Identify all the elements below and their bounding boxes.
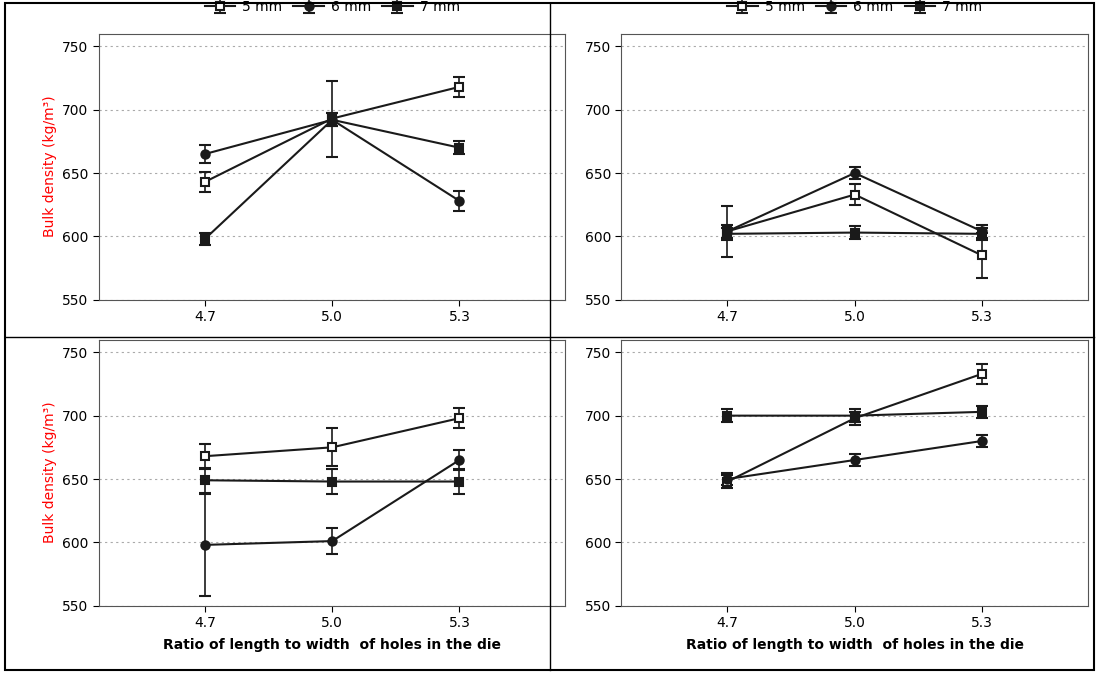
X-axis label: Ratio of length to width  of holes in the die: Ratio of length to width of holes in the…: [686, 639, 1024, 652]
X-axis label: Ratio of length to width  of holes in the die: Ratio of length to width of holes in the…: [163, 639, 501, 652]
Y-axis label: Bulk density (kg/m³): Bulk density (kg/m³): [43, 402, 56, 544]
Legend: 5 mm, 6 mm, 7 mm: 5 mm, 6 mm, 7 mm: [723, 0, 987, 17]
Legend: 5 mm, 6 mm, 7 mm: 5 mm, 6 mm, 7 mm: [200, 0, 464, 17]
Y-axis label: Bulk density (kg/m³): Bulk density (kg/m³): [43, 96, 56, 238]
